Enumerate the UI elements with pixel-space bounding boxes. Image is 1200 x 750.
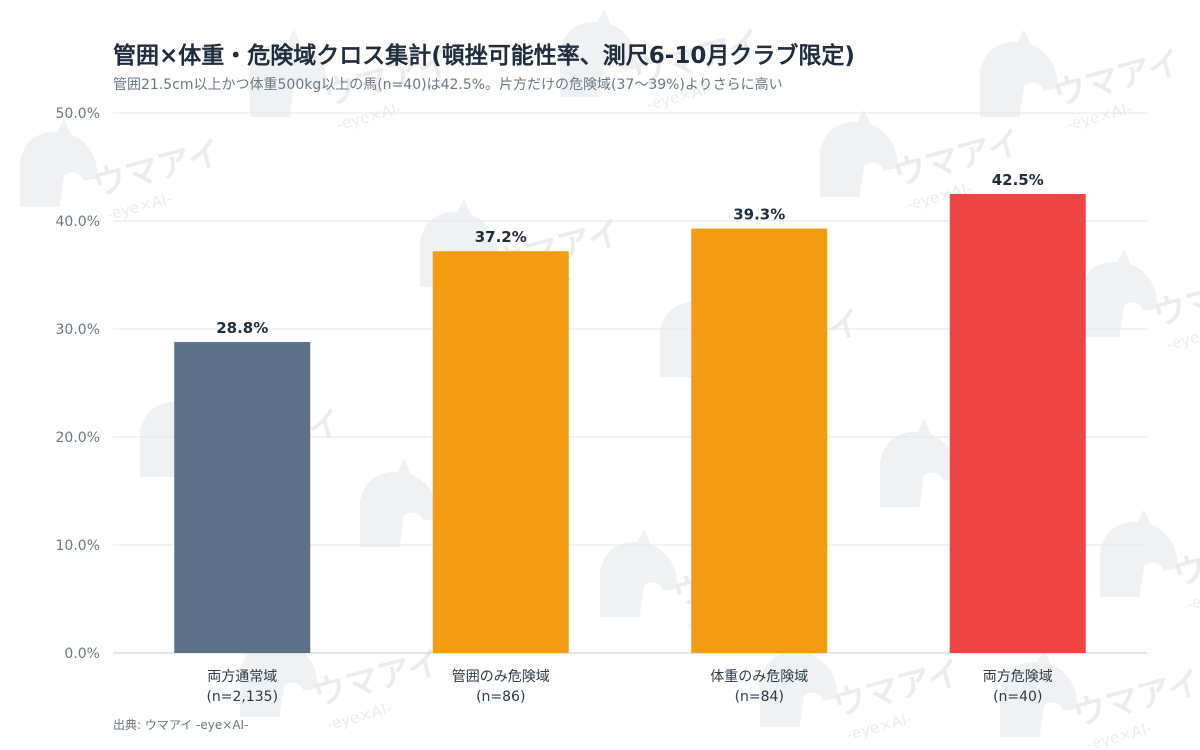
y-tick-label: 40.0% [56, 214, 100, 230]
x-tick-label: 両方危険域 [983, 669, 1053, 685]
source-note: 出典: ウマアイ -eye×AI- [113, 718, 249, 732]
watermark-brand: ウマアイ [1169, 522, 1200, 593]
bar-value-label: 28.8% [216, 319, 268, 337]
chart-subtitle: 管囲21.5cm以上かつ体重500kg以上の馬(n=40)は42.5%。片方だけ… [113, 77, 783, 93]
y-tick-label: 10.0% [56, 538, 100, 554]
bar-value-label: 39.3% [733, 206, 785, 224]
bars: 28.8% 37.2% 39.3% 42.5% [174, 171, 1086, 654]
y-axis-ticks: 0.0% 10.0% 20.0% 30.0% 40.0% 50.0% [56, 106, 100, 662]
x-tick-count: (n=84) [735, 689, 784, 705]
bar [174, 341, 311, 653]
bar [691, 228, 828, 653]
x-tick-count: (n=40) [993, 689, 1042, 705]
x-axis-labels: 両方通常域 (n=2,135) 管囲のみ危険域 (n=86) 体重のみ危険域 (n=84)… [206, 669, 1052, 705]
x-tick-label: 体重のみ危険域 [710, 669, 808, 685]
watermark-horse-icon: ウマアイ-eye×AI- [760, 639, 965, 744]
y-tick-label: 30.0% [56, 322, 100, 338]
watermark-horse-icon: ウマアイ-eye×AI- [1080, 249, 1200, 354]
y-tick-label: 50.0% [56, 106, 100, 122]
watermark-horse-icon: ウマアイ-eye×AI- [980, 29, 1185, 134]
y-tick-label: 20.0% [56, 430, 100, 446]
bar-value-label: 42.5% [992, 171, 1044, 189]
watermark-brand: ウマアイ [1149, 262, 1200, 333]
bar [432, 251, 569, 654]
bar [949, 194, 1086, 653]
x-tick-label: 管囲のみ危険域 [452, 669, 550, 685]
watermark-horse-icon: ウマアイ-eye×AI- [1100, 509, 1200, 614]
x-tick-count: (n=86) [476, 689, 525, 705]
x-tick-label: 両方通常域 [207, 669, 277, 685]
x-tick-count: (n=2,135) [206, 689, 278, 705]
watermark-horse-icon: ウマアイ-eye×AI- [20, 119, 225, 224]
bar-value-label: 37.2% [475, 228, 527, 246]
y-tick-label: 0.0% [64, 646, 100, 662]
chart-title: 管囲×体重・危険域クロス集計(頓挫可能性率、測尺6-10月クラブ限定) [113, 43, 855, 69]
